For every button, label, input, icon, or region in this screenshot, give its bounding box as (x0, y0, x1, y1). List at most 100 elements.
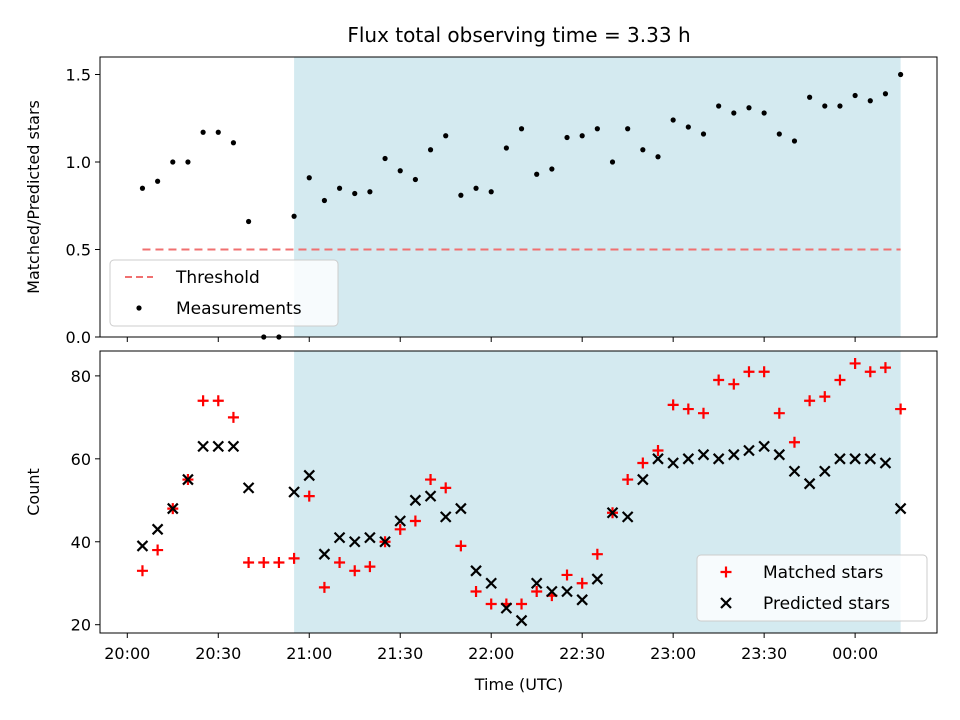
data-point (819, 465, 831, 478)
data-point (758, 440, 770, 453)
data-point (579, 133, 585, 139)
data-point (576, 577, 588, 589)
data-point (151, 523, 164, 536)
data-point (291, 213, 297, 219)
data-point (819, 391, 831, 403)
data-point (200, 129, 206, 135)
data-point (609, 159, 616, 165)
x-tick-label: 23:00 (650, 644, 696, 663)
data-point (898, 71, 904, 78)
data-point (546, 585, 558, 598)
plot-frame (99, 350, 938, 634)
series-matched-stars (136, 357, 907, 610)
observing-window-highlight (294, 57, 901, 337)
data-point (758, 366, 770, 378)
data-point (488, 189, 494, 195)
legend-label: Threshold (175, 268, 260, 288)
data-point (427, 147, 434, 153)
y-axis-title: Count (24, 468, 43, 516)
legend-box (109, 259, 339, 327)
x-tick-label: 22:00 (468, 644, 514, 663)
data-point (155, 178, 161, 184)
data-point (306, 175, 312, 181)
data-point (288, 552, 300, 564)
data-point (652, 445, 664, 457)
data-point (622, 474, 634, 486)
data-point (716, 103, 722, 109)
legend-box (696, 554, 928, 622)
data-point (746, 105, 752, 111)
data-point (424, 490, 437, 502)
data-point (804, 395, 816, 407)
y-tick-label: 80 (71, 367, 91, 386)
x-tick-label: 20:30 (195, 644, 241, 663)
data-point (379, 535, 391, 548)
data-point (867, 98, 873, 104)
data-point (531, 586, 543, 598)
data-point (412, 176, 418, 183)
data-point (743, 366, 755, 378)
data-point (303, 490, 315, 502)
data-point (167, 502, 179, 515)
data-point (352, 190, 358, 197)
data-point (170, 159, 176, 165)
data-point (895, 403, 907, 415)
data-point (215, 129, 221, 135)
data-point (242, 482, 255, 494)
data-point (455, 502, 467, 515)
data-point (288, 486, 300, 498)
data-point (761, 110, 767, 116)
data-point (530, 577, 543, 590)
y-tick-label: 20 (71, 616, 91, 635)
data-point (700, 131, 707, 137)
data-point (518, 126, 525, 132)
data-point (473, 185, 479, 191)
data-point (879, 457, 892, 469)
plot-frame (99, 56, 938, 338)
data-point (712, 453, 725, 465)
data-point (731, 110, 737, 116)
data-point (197, 440, 209, 453)
data-point (227, 440, 240, 453)
data-point (773, 448, 786, 461)
data-point (594, 126, 600, 132)
data-point (849, 357, 861, 369)
data-point (185, 159, 191, 165)
x-tick-label: 22:30 (559, 644, 605, 663)
data-point (837, 103, 843, 109)
data-point (333, 531, 346, 544)
data-point (667, 457, 679, 469)
data-point (834, 453, 846, 465)
data-point (682, 403, 694, 415)
data-point (182, 473, 194, 486)
data-point (245, 218, 252, 225)
data-point (443, 133, 449, 139)
data-point (849, 453, 861, 465)
legend-marker (136, 305, 142, 311)
data-point (807, 94, 813, 100)
data-point (728, 448, 740, 461)
data-point (258, 557, 270, 568)
data-point (652, 453, 664, 465)
data-point (864, 366, 876, 378)
data-point (667, 399, 679, 411)
data-point (334, 557, 346, 568)
x-tick-label: 21:00 (286, 644, 332, 663)
legend-label: Predicted stars (763, 594, 890, 614)
data-point (879, 362, 891, 374)
data-point (834, 374, 846, 386)
data-point (440, 482, 452, 494)
data-point (230, 140, 237, 146)
data-point (394, 515, 407, 527)
data-point (485, 577, 497, 590)
data-point (367, 189, 373, 195)
data-point (864, 453, 877, 465)
data-point (515, 614, 528, 627)
data-point (591, 548, 603, 560)
chart-title: Flux total observing time = 3.33 h (347, 23, 690, 47)
data-point (470, 586, 482, 598)
data-point (852, 92, 858, 99)
legend-marker (720, 566, 732, 578)
data-point (637, 473, 649, 486)
